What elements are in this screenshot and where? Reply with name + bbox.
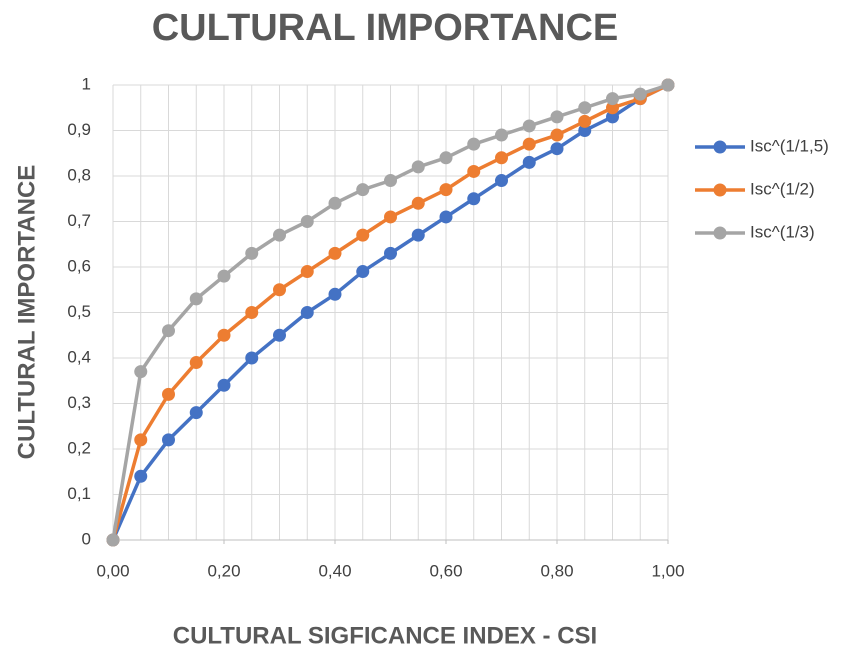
data-point (134, 365, 148, 379)
data-point (300, 215, 314, 228)
data-point (217, 269, 231, 283)
legend-label: Isc^(1/2) (750, 179, 815, 198)
data-point (273, 228, 286, 242)
data-point (328, 196, 342, 210)
x-tick-label: 0,60 (429, 561, 462, 580)
data-point (411, 228, 425, 242)
data-point (411, 160, 425, 174)
data-point (245, 246, 259, 260)
data-point (522, 137, 536, 151)
data-point (578, 124, 592, 137)
data-point (189, 356, 203, 370)
data-point (495, 151, 508, 165)
y-tick-label: 0 (82, 529, 91, 548)
data-point (162, 324, 175, 338)
y-tick-label: 1 (82, 74, 91, 93)
data-point (495, 128, 508, 142)
data-point (384, 210, 397, 224)
y-tick-label: 0,2 (67, 438, 91, 457)
data-point (300, 306, 314, 319)
data-point (550, 110, 564, 124)
data-point (550, 128, 564, 142)
data-point (495, 174, 508, 188)
x-tick-label: 0,40 (318, 561, 351, 580)
data-point (134, 433, 148, 447)
data-point (411, 196, 425, 210)
y-tick-label: 0,4 (67, 347, 91, 366)
data-point (661, 78, 675, 92)
data-point (439, 151, 453, 165)
x-tick-label: 1,00 (651, 561, 684, 580)
data-point (606, 110, 619, 124)
data-point (245, 351, 259, 365)
data-point (633, 87, 647, 101)
data-point (162, 387, 175, 401)
data-point (439, 183, 453, 197)
data-point (467, 164, 481, 178)
data-point (217, 378, 231, 392)
data-point (467, 137, 481, 151)
legend-marker (713, 226, 727, 240)
x-axis-label: CULTURAL SIGFICANCE INDEX - CSI (173, 622, 597, 649)
data-point (467, 192, 481, 206)
data-point (356, 228, 370, 242)
data-point (134, 469, 148, 483)
y-tick-label: 0,5 (67, 302, 91, 321)
data-point (162, 433, 175, 447)
chart-title: CULTURAL IMPORTANCE (152, 7, 619, 49)
data-point (384, 246, 397, 260)
data-point (328, 246, 342, 260)
data-point (189, 292, 203, 306)
y-tick-label: 0,3 (67, 393, 91, 412)
data-point (606, 101, 619, 115)
data-point (300, 265, 314, 279)
data-point (356, 265, 370, 279)
y-tick-label: 0,9 (67, 120, 91, 139)
data-point (106, 533, 120, 547)
data-point (356, 183, 370, 197)
y-tick-label: 0,1 (67, 484, 91, 503)
data-point (606, 92, 619, 106)
data-point (384, 174, 397, 188)
data-point (245, 306, 259, 319)
x-tick-label: 0,00 (96, 561, 129, 580)
data-point (550, 142, 564, 156)
y-axis-label: CULTURAL IMPORTANCE (13, 165, 40, 460)
y-tick-label: 0,7 (67, 211, 91, 230)
y-tick-label: 0,8 (67, 165, 91, 184)
legend-label: Isc^(1/3) (750, 222, 815, 241)
data-point (522, 119, 536, 133)
x-tick-label: 0,80 (540, 561, 573, 580)
data-point (273, 283, 286, 297)
data-point (439, 210, 453, 224)
legend-marker (713, 183, 727, 197)
data-point (522, 155, 536, 169)
legend-label: Isc^(1/1,5) (750, 136, 829, 155)
legend-marker (713, 140, 727, 154)
data-point (328, 287, 342, 301)
y-tick-label: 0,6 (67, 256, 91, 275)
data-point (578, 114, 592, 128)
data-point (578, 101, 592, 115)
x-tick-label: 0,20 (207, 561, 240, 580)
data-point (189, 406, 203, 420)
data-point (273, 328, 286, 342)
data-point (217, 328, 231, 342)
